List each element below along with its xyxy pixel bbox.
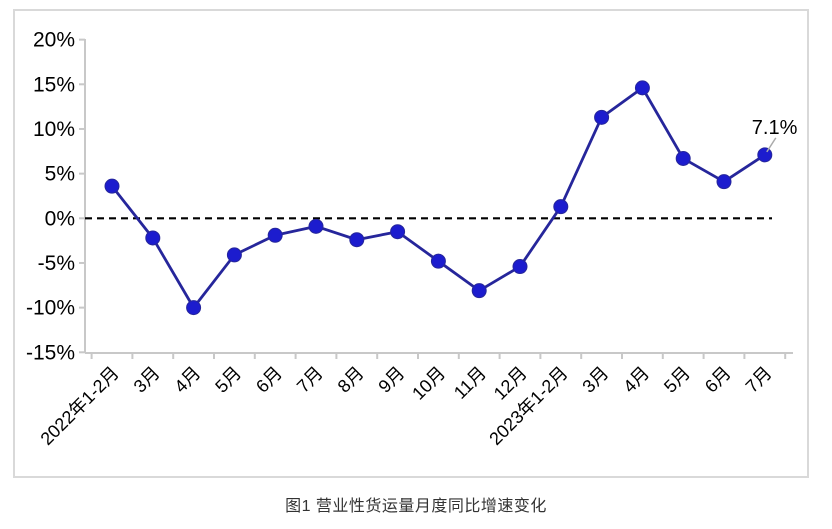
chart-caption: 图1 营业性货运量月度同比增速变化 (285, 498, 547, 515)
data-point-marker (226, 247, 242, 263)
y-axis-label: 20% (33, 29, 75, 52)
data-point-marker (471, 283, 487, 299)
chart-frame (13, 9, 809, 478)
data-point-marker (634, 80, 650, 96)
annotation-label: 7.1% (752, 117, 798, 139)
data-point-marker (594, 109, 610, 125)
data-point-marker (349, 232, 365, 248)
freight-growth-line-chart: 20%15%10%5%0%-5%-10%-15%2022年1-2月 3月 4月 5月 6… (13, 9, 809, 478)
data-point-marker (390, 224, 406, 240)
y-axis-label: 10% (33, 118, 75, 141)
y-axis-label: -15% (26, 341, 75, 364)
y-axis-label: -10% (26, 297, 75, 320)
data-point-marker (104, 178, 120, 194)
data-point-marker (757, 147, 773, 163)
annotation-leader-line (766, 137, 777, 153)
data-point-marker (145, 230, 161, 246)
y-axis-label: -5% (38, 252, 75, 275)
y-axis-label: 15% (33, 73, 75, 96)
data-point-marker (512, 259, 528, 275)
data-point-marker (430, 253, 446, 269)
data-point-marker (716, 174, 732, 190)
y-axis-label: 0% (45, 207, 75, 230)
data-point-marker (308, 218, 324, 234)
data-point-marker (186, 300, 202, 316)
y-axis-label: 5% (45, 163, 75, 186)
data-point-marker (675, 150, 691, 166)
data-point-marker (267, 227, 283, 243)
data-point-marker (553, 199, 569, 215)
